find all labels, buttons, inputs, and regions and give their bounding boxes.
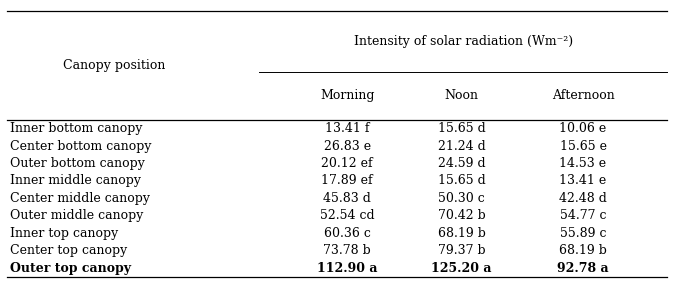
Text: 17.89 ef: 17.89 ef [321, 175, 373, 188]
Text: 45.83 d: 45.83 d [323, 192, 371, 205]
Text: 52.54 cd: 52.54 cd [319, 209, 375, 222]
Text: 92.78 a: 92.78 a [557, 262, 609, 275]
Text: 24.59 d: 24.59 d [438, 157, 485, 170]
Text: Center top canopy: Center top canopy [10, 244, 127, 257]
Text: 68.19 b: 68.19 b [437, 227, 486, 240]
Text: Morning: Morning [320, 89, 374, 102]
Text: 125.20 a: 125.20 a [431, 262, 492, 275]
Text: Afternoon: Afternoon [551, 89, 615, 102]
Text: 13.41 f: 13.41 f [325, 122, 369, 135]
Text: 14.53 e: 14.53 e [559, 157, 607, 170]
Text: 15.65 d: 15.65 d [438, 175, 485, 188]
Text: Center bottom canopy: Center bottom canopy [10, 140, 152, 153]
Text: Outer top canopy: Outer top canopy [10, 262, 131, 275]
Text: Intensity of solar radiation (Wm⁻²): Intensity of solar radiation (Wm⁻²) [354, 35, 573, 48]
Text: Canopy position: Canopy position [63, 59, 166, 72]
Text: Outer middle canopy: Outer middle canopy [10, 209, 144, 222]
Text: Outer bottom canopy: Outer bottom canopy [10, 157, 145, 170]
Text: 13.41 e: 13.41 e [559, 175, 607, 188]
Text: 15.65 e: 15.65 e [559, 140, 607, 153]
Text: 21.24 d: 21.24 d [438, 140, 485, 153]
Text: 70.42 b: 70.42 b [438, 209, 485, 222]
Text: 10.06 e: 10.06 e [559, 122, 607, 135]
Text: 26.83 e: 26.83 e [324, 140, 371, 153]
Text: 42.48 d: 42.48 d [559, 192, 607, 205]
Text: 79.37 b: 79.37 b [438, 244, 485, 257]
Text: 50.30 c: 50.30 c [438, 192, 485, 205]
Text: 55.89 c: 55.89 c [560, 227, 606, 240]
Text: 54.77 c: 54.77 c [560, 209, 606, 222]
Text: 15.65 d: 15.65 d [438, 122, 485, 135]
Text: Inner middle canopy: Inner middle canopy [10, 175, 141, 188]
Text: Inner top canopy: Inner top canopy [10, 227, 119, 240]
Text: Center middle canopy: Center middle canopy [10, 192, 150, 205]
Text: 73.78 b: 73.78 b [324, 244, 371, 257]
Text: 112.90 a: 112.90 a [317, 262, 377, 275]
Text: Noon: Noon [445, 89, 479, 102]
Text: 20.12 ef: 20.12 ef [321, 157, 373, 170]
Text: 60.36 c: 60.36 c [324, 227, 371, 240]
Text: Inner bottom canopy: Inner bottom canopy [10, 122, 143, 135]
Text: 68.19 b: 68.19 b [559, 244, 607, 257]
